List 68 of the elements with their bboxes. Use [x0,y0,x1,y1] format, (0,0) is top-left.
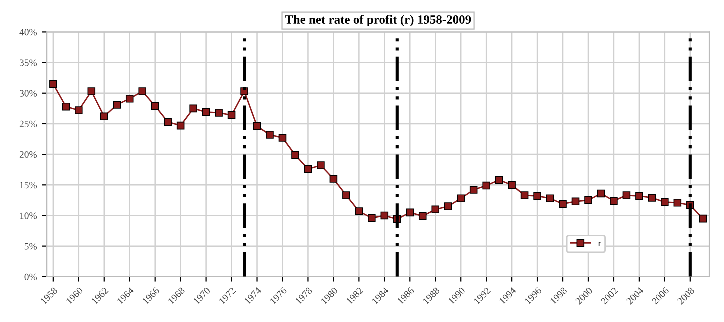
y-tick-label: 35% [20,60,38,66]
point [661,198,669,206]
point [699,214,708,223]
point [597,190,606,198]
point [278,134,287,142]
point [444,202,452,210]
point [546,194,554,202]
point [622,192,631,200]
y-tick-label: 25% [20,120,38,128]
x-tick-label: 1970 [193,287,211,305]
point [88,88,96,96]
point [190,104,198,113]
point [636,192,644,200]
point [138,88,146,96]
point [610,197,618,205]
point [559,200,567,208]
point [202,108,210,116]
point [470,186,478,194]
point [418,212,427,220]
point [534,192,542,200]
point [317,162,325,170]
point [176,122,185,130]
legend-label: r [598,242,602,247]
point [100,112,108,121]
chart-title: The net rate of profit (r) 1958-2009 [285,15,472,27]
x-tick-label: 1990 [448,287,466,305]
point [266,131,274,139]
point [355,208,364,216]
point [50,80,58,88]
point [62,102,70,111]
point [457,194,465,202]
point [406,208,414,217]
point [215,109,223,117]
x-tick-label: 1960 [66,287,84,305]
point [151,102,160,110]
point [520,192,529,200]
point [584,196,592,204]
point [495,176,504,184]
x-tick-label: 1982 [346,287,364,305]
x-tick-label: 1962 [91,287,109,305]
point [304,165,312,174]
point [342,192,350,200]
point [228,112,236,120]
x-tick-label: 1992 [474,287,492,305]
point [164,118,172,126]
point [432,206,440,214]
point [368,214,376,222]
point [482,182,490,190]
point [648,194,656,202]
point [126,94,134,103]
y-tick-label: 40% [20,29,38,36]
point [292,151,300,160]
point [508,181,516,190]
x-tick-label: 1972 [218,287,236,305]
point [330,175,338,183]
point [253,122,262,130]
point [380,212,389,220]
y-tick-label: 15% [20,182,38,189]
x-tick-label: 1980 [320,287,338,305]
y-tick-label: 20% [20,151,38,158]
y-tick-label: 5% [24,243,38,250]
point [674,199,682,207]
y-tick-label: 30% [20,90,38,97]
point [572,198,580,206]
y-tick-label: 10% [20,212,38,220]
point [113,101,122,109]
y-tick-label: 0% [24,274,38,280]
point [75,106,83,114]
